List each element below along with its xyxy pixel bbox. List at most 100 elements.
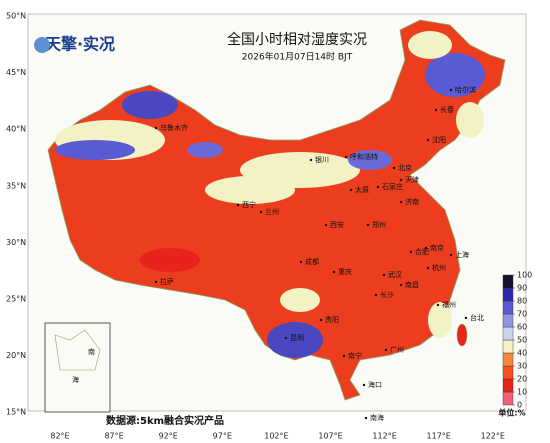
colorbar-segment <box>502 365 514 380</box>
city-dot <box>399 200 403 204</box>
lon-label: 87°E <box>104 432 123 441</box>
china-map <box>47 19 506 401</box>
city-dot <box>324 223 328 227</box>
city-label: 兰州 <box>265 207 279 216</box>
logo-icon <box>34 37 50 53</box>
lat-label: 40°N <box>6 125 26 134</box>
city-label: 长春 <box>440 105 454 114</box>
colorbar-label: 90 <box>517 284 527 293</box>
humid-patch <box>122 91 178 119</box>
source: 数据源:5km融合实况产品 <box>106 414 224 427</box>
city-label: 西安 <box>330 220 344 229</box>
city-dot <box>382 273 386 277</box>
colorbar-label: 50 <box>517 336 527 345</box>
city-dot <box>424 246 428 250</box>
city-dot <box>259 210 263 214</box>
lon-label: 112°E <box>372 432 396 441</box>
taiwan <box>456 323 468 347</box>
city-dot <box>236 203 240 207</box>
city-label: 济南 <box>405 197 419 206</box>
city-label: 武汉 <box>388 270 402 279</box>
inset-label: 海 <box>72 375 79 384</box>
city-dot <box>154 126 158 130</box>
colorbar-segment <box>502 326 514 341</box>
lon-label: 97°E <box>213 432 232 441</box>
colorbar-label: 10 <box>517 388 527 397</box>
humid-patch <box>425 53 485 97</box>
city-label: 银川 <box>315 155 329 164</box>
city-dot <box>399 178 403 182</box>
city-label: 广州 <box>390 345 404 354</box>
city-dot <box>364 416 368 420</box>
colorbar-label: 40 <box>517 349 527 358</box>
colorbar-segment <box>502 274 514 289</box>
city-dot <box>344 155 348 159</box>
colorbar-label: 80 <box>517 297 527 306</box>
city-dot <box>342 354 346 358</box>
subtitle: 2026年01月07日14时 BJT <box>242 51 353 63</box>
colorbar-segment <box>502 339 514 354</box>
lon-label: 117°E <box>427 432 451 441</box>
lon-label: 122°E <box>481 432 505 441</box>
colorbar-segment <box>502 300 514 315</box>
city-dot <box>284 336 288 340</box>
city-label: 石家庄 <box>382 182 403 191</box>
humid-patch <box>55 140 135 160</box>
humid-patch <box>187 142 223 158</box>
dry-patch <box>428 302 452 338</box>
inset-label: 南 <box>88 347 95 356</box>
colorbar-segment <box>502 352 514 367</box>
city-dot <box>392 166 396 170</box>
city-label: 拉萨 <box>160 277 174 286</box>
lon-label: 92°E <box>159 432 178 441</box>
city-label: 呼和浩特 <box>350 152 378 161</box>
dry-patch <box>140 248 200 272</box>
city-label: 郑州 <box>372 221 386 229</box>
colorbar-label: 60 <box>517 323 527 332</box>
inset-box <box>44 322 111 413</box>
city-label: 福州 <box>442 300 456 309</box>
lat-label: 20°N <box>6 351 26 360</box>
city-label: 贵阳 <box>325 315 339 324</box>
title: 全国小时相对湿度实况 <box>227 31 367 48</box>
colorbar-label: 0 <box>517 401 522 410</box>
colorbar-segment <box>502 287 514 302</box>
city-label: 昆明 <box>290 334 304 342</box>
lat-label: 25°N <box>6 295 26 304</box>
dry-patch <box>280 288 320 312</box>
city-dot <box>332 270 336 274</box>
city-label: 长沙 <box>380 290 394 299</box>
city-label: 乌鲁木齐 <box>160 123 188 132</box>
city-dot <box>449 88 453 92</box>
dry-patch <box>408 31 452 59</box>
city-label: 南京 <box>430 243 444 252</box>
city-dot <box>434 108 438 112</box>
city-label: 天津 <box>405 176 419 184</box>
city-dot <box>449 253 453 257</box>
lat-label: 45°N <box>6 68 26 77</box>
lon-label: 107°E <box>318 432 342 441</box>
city-label: 南昌 <box>405 280 419 289</box>
lat-label: 50°N <box>6 12 26 21</box>
city-label: 西宁 <box>242 200 256 209</box>
lat-label: 35°N <box>6 181 26 190</box>
unit: 单位:% <box>498 408 525 418</box>
city-dot <box>299 260 303 264</box>
dry-patch <box>205 176 295 204</box>
city-dot <box>362 383 366 387</box>
logo: 天擎·实况 <box>45 35 115 54</box>
dry-patch <box>456 102 484 138</box>
city-label: 成都 <box>305 257 319 266</box>
city-label: 杭州 <box>432 263 446 272</box>
inset-outline <box>54 329 101 371</box>
lon-label: 102°E <box>264 432 288 441</box>
city-dot <box>384 348 388 352</box>
lat-label: 30°N <box>6 238 26 247</box>
city-label: 南宁 <box>348 351 362 360</box>
city-dot <box>376 185 380 189</box>
city-dot <box>426 266 430 270</box>
city-dot <box>374 293 378 297</box>
city-label: 上海 <box>455 250 469 259</box>
lon-label: 82°E <box>50 432 69 441</box>
